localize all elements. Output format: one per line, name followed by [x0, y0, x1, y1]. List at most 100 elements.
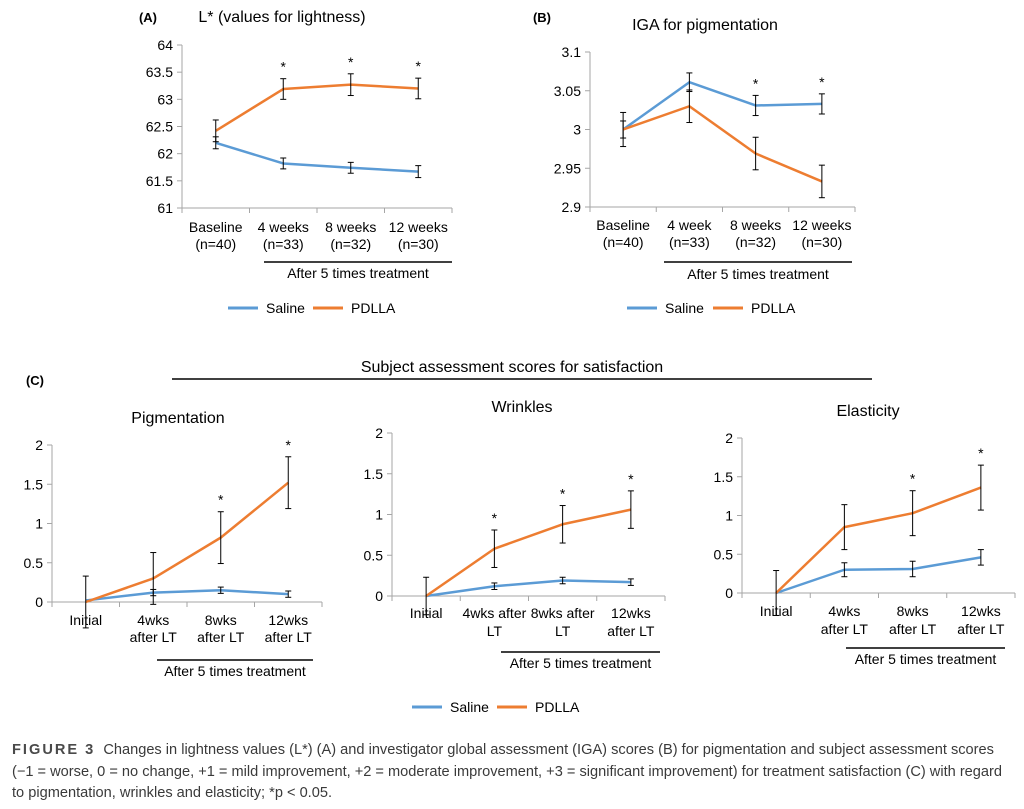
y-tick-label: 63: [157, 91, 173, 107]
chart-title: L* (values for lightness): [198, 9, 365, 26]
series-line-pdlla: [622, 105, 823, 183]
significance-marker: *: [628, 471, 634, 487]
legend-bottom: Saline PDLLA: [412, 699, 580, 715]
series-line-saline: [622, 80, 822, 131]
x-tick-label: (n=32): [735, 234, 776, 250]
x-tick-label: LT: [487, 623, 503, 639]
y-tick-label: 61.5: [146, 173, 173, 189]
x-tick-label: 12 weeks: [792, 217, 851, 233]
legend-pdlla-label: PDLLA: [535, 699, 580, 715]
y-tick-label: 0.5: [714, 546, 734, 562]
series-line-saline: [215, 141, 419, 173]
panel-label: (A): [139, 10, 157, 25]
legend-saline-label: Saline: [450, 699, 489, 715]
series-line-pdlla: [775, 486, 982, 594]
x-tick-label: after LT: [130, 629, 178, 645]
group-label: After 5 times treatment: [164, 663, 306, 679]
y-tick-label: 1: [375, 507, 383, 523]
chart-title: IGA for pigmentation: [632, 17, 778, 34]
series-line-pdlla: [425, 508, 632, 598]
chart-panel: (A) L* (values for lightness) 61 61.5 62 62.5…: [139, 9, 453, 281]
series-line-saline: [85, 588, 289, 602]
panel-label: (C): [26, 373, 44, 388]
y-tick-label: 0: [35, 594, 43, 610]
significance-marker: *: [492, 510, 498, 526]
y-tick-label: 3.05: [554, 83, 581, 99]
y-tick-label: 64: [157, 37, 173, 53]
significance-marker: *: [348, 54, 354, 70]
significance-marker: *: [218, 492, 224, 508]
x-tick-label: 12 weeks: [389, 219, 448, 235]
x-tick-label: 8 weeks: [730, 217, 781, 233]
x-tick-label: 12wks: [611, 605, 651, 621]
significance-marker: *: [910, 471, 916, 487]
y-tick-label: 62.5: [146, 119, 173, 135]
x-tick-label: (n=33): [669, 234, 710, 250]
group-label: After 5 times treatment: [287, 265, 429, 281]
y-tick-label: 1.5: [364, 466, 384, 482]
x-tick-label: after LT: [889, 621, 937, 637]
x-tick-label: after LT: [607, 623, 655, 639]
series-line-pdlla: [215, 83, 419, 132]
legend-top: Saline PDLLA: [228, 300, 396, 316]
group-label: After 5 times treatment: [855, 651, 997, 667]
x-tick-label: 12wks: [268, 612, 308, 628]
figure-caption: FIGURE 3 Changes in lightness values (L*)…: [12, 740, 1012, 805]
x-tick-label: (n=40): [195, 236, 236, 252]
series-line-saline: [425, 579, 631, 598]
x-tick-label: (n=32): [330, 236, 371, 252]
y-tick-label: 2.95: [554, 160, 581, 176]
x-tick-label: after LT: [821, 621, 869, 637]
x-tick-label: after LT: [197, 629, 245, 645]
x-tick-label: 8wks after: [531, 605, 595, 621]
y-tick-label: 2: [725, 430, 733, 446]
chart-panel: (B) IGA for pigmentation 2.9 2.95 3 3.05 3.1 Ba…: [533, 10, 856, 282]
series-line-pdlla: [85, 481, 290, 604]
significance-marker: *: [819, 74, 825, 90]
significance-marker: *: [978, 445, 984, 461]
x-tick-label: (n=33): [263, 236, 304, 252]
y-tick-label: 2: [35, 437, 43, 453]
x-tick-label: 4wks: [137, 612, 169, 628]
figure-canvas: (A) L* (values for lightness) 61 61.5 62 62.5…: [24, 9, 1016, 715]
x-tick-label: 8wks: [205, 612, 237, 628]
y-tick-label: 0: [725, 585, 733, 601]
x-tick-label: 4wks after: [462, 605, 526, 621]
y-tick-label: 1.5: [24, 476, 44, 492]
y-tick-label: 1: [725, 508, 733, 524]
x-tick-label: Baseline: [189, 219, 243, 235]
y-tick-label: 1: [35, 516, 43, 532]
group-label: After 5 times treatment: [510, 655, 652, 671]
x-tick-label: 4 week: [667, 217, 712, 233]
x-tick-label: (n=30): [398, 236, 439, 252]
y-tick-label: 0: [375, 588, 383, 604]
y-tick-label: 0.5: [24, 555, 44, 571]
x-tick-label: after LT: [265, 629, 313, 645]
legend-saline-label: Saline: [665, 300, 704, 316]
x-tick-label: LT: [555, 623, 571, 639]
x-tick-label: (n=40): [603, 234, 644, 250]
chart-title: Elasticity: [836, 403, 899, 420]
y-tick-label: 3.1: [562, 44, 582, 60]
y-tick-label: 2.9: [562, 199, 582, 215]
x-tick-label: 4 weeks: [258, 219, 309, 235]
y-tick-label: 62: [157, 146, 173, 162]
chart-panels: (A) L* (values for lightness) 61 61.5 62 62.5…: [24, 9, 1016, 679]
x-tick-label: (n=30): [801, 234, 842, 250]
x-tick-label: after LT: [957, 621, 1005, 637]
y-tick-label: 63.5: [146, 64, 173, 80]
caption-text: Changes in lightness values (L*) (A) and…: [12, 742, 1003, 801]
x-tick-label: 8 weeks: [325, 219, 376, 235]
x-tick-label: Baseline: [596, 217, 650, 233]
x-tick-label: 4wks: [828, 603, 860, 619]
significance-marker: *: [416, 58, 422, 74]
y-tick-label: 3: [573, 122, 581, 138]
x-tick-label: 12wks: [961, 603, 1001, 619]
legend-top-b: Saline PDLLA: [627, 300, 796, 316]
y-tick-label: 2: [375, 425, 383, 441]
legend-saline-label: Saline: [266, 300, 305, 316]
significance-marker: *: [286, 437, 292, 453]
